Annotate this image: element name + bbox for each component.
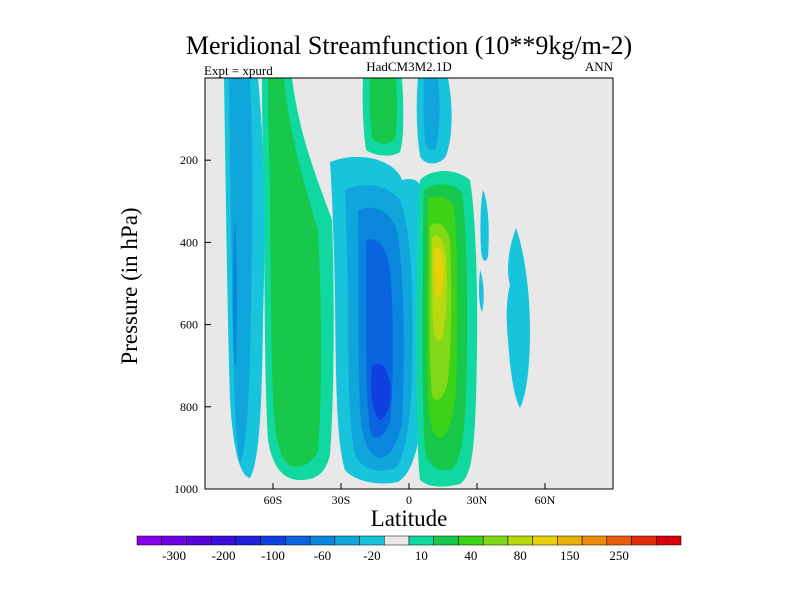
colorbar-swatch xyxy=(507,535,533,546)
colorbar: -300 -200 -100 -60 -20 10 40 80 150 250 xyxy=(136,535,682,563)
y-tick-label: 200 xyxy=(180,153,198,167)
colorbar-swatch xyxy=(235,535,261,546)
colorbar-swatch xyxy=(161,535,187,546)
colorbar-swatch xyxy=(384,535,410,546)
plot-area xyxy=(204,77,614,490)
contour-sh-hadley-core xyxy=(371,363,391,420)
x-tick-label: 60S xyxy=(264,493,283,507)
colorbar-tick-label: -200 xyxy=(212,548,236,563)
x-tick-label: 30S xyxy=(332,493,351,507)
colorbar-swatch xyxy=(210,535,237,546)
y-tick-label: 1000 xyxy=(174,482,198,496)
contour-nh-patch-2 xyxy=(478,270,484,312)
colorbar-tick-label: 10 xyxy=(415,548,428,563)
colorbar-swatch xyxy=(186,535,212,546)
colorbar-swatch xyxy=(532,535,558,546)
contour-field xyxy=(224,78,530,487)
x-tick-label: 60N xyxy=(535,493,556,507)
colorbar-swatch xyxy=(408,535,434,546)
colorbar-tick-label: -20 xyxy=(363,548,380,563)
colorbar-tick-label: 80 xyxy=(514,548,527,563)
season-label: ANN xyxy=(585,59,614,74)
colorbar-swatch xyxy=(433,535,459,546)
y-tick-label: 600 xyxy=(180,318,198,332)
colorbar-swatch xyxy=(458,535,484,546)
y-tick-label: 800 xyxy=(180,400,198,414)
x-axis-label: Latitude xyxy=(371,506,448,531)
colorbar-swatch xyxy=(334,535,360,546)
y-axis-label: Pressure (in hPa) xyxy=(117,207,142,364)
colorbar-swatch xyxy=(581,535,608,546)
contour-sh-polar-core xyxy=(232,220,237,366)
colorbar-tick-label: -300 xyxy=(162,548,186,563)
contour-nh-patch-3 xyxy=(506,228,530,408)
colorbar-swatch xyxy=(285,535,311,546)
x-axis: 60S 30S 0 30N 60N xyxy=(264,483,556,507)
colorbar-swatch xyxy=(136,535,162,546)
colorbar-swatch xyxy=(482,535,509,546)
contour-strat-positive-inner xyxy=(369,78,398,144)
colorbar-swatch xyxy=(631,535,657,546)
contour-sh-ferrel-inner xyxy=(268,78,321,467)
x-tick-label: 30N xyxy=(467,493,488,507)
colorbar-swatch xyxy=(557,535,583,546)
colorbar-tick-label: 40 xyxy=(464,548,477,563)
contour-nh-patch-1 xyxy=(480,190,489,261)
contour-strat-negative-inner xyxy=(423,78,440,150)
colorbar-tick-label: 150 xyxy=(560,548,580,563)
chart-title: Meridional Streamfunction (10**9kg/m-2) xyxy=(186,31,632,60)
colorbar-tick-label: 250 xyxy=(609,548,629,563)
model-label: HadCM3M2.1D xyxy=(366,59,452,74)
experiment-label: Expt = xpurd xyxy=(204,63,273,78)
y-axis: 200 400 600 800 1000 xyxy=(174,153,211,496)
colorbar-swatch xyxy=(309,535,336,546)
contour-nh-hadley-core xyxy=(434,246,444,298)
colorbar-swatch xyxy=(606,535,632,546)
x-tick-label: 0 xyxy=(406,493,412,507)
colorbar-swatch xyxy=(359,535,385,546)
y-tick-label: 400 xyxy=(180,235,198,249)
colorbar-tick-label: -60 xyxy=(314,548,331,563)
colorbar-swatch xyxy=(656,535,682,546)
contour-sh-polar-inner xyxy=(229,78,253,462)
colorbar-swatch xyxy=(260,535,286,546)
colorbar-tick-label: -100 xyxy=(261,548,285,563)
